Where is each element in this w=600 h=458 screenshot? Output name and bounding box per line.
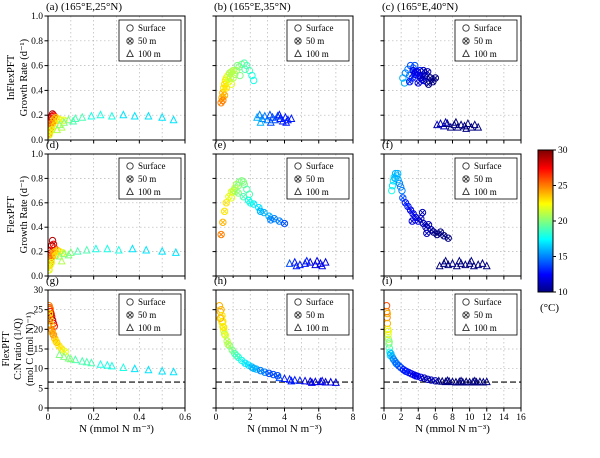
x-axis-label-h: N (mmol N m⁻³) [247,423,322,435]
panel-h-heading: (h) [214,275,227,287]
y-axis-label-row3: FlexPFT C:N ratio (1/Q) (mol C (mol N)⁻¹… [1,290,37,408]
y-axis-label-line: FlexPFT [6,196,18,234]
y-axis-label-line: Growth Rate (d⁻¹) [19,176,31,254]
colorbar-unit-label: (°C) [540,302,560,314]
y-axis-label-line: InFlexPFT [6,55,18,101]
x-axis-label-i: N (mmol N m⁻³) [415,423,490,435]
y-axis-label-line: FlexPFT [1,331,13,367]
panel-e-heading: (e) [214,139,227,151]
y-axis-label-line: (mol C (mol N)⁻¹) [25,311,37,387]
panel-f-heading: (f) [382,139,393,151]
panel-i-heading: (i) [382,275,393,287]
panel-d-heading: (d) [46,139,59,151]
panel-b-heading: (b) (165°E,35°N) [214,1,291,13]
panel-a-heading: (a) (165°E,25°N) [46,1,122,13]
panel-g-heading: (g) [46,275,59,287]
y-axis-label-row2: FlexPFT Growth Rate (d⁻¹) [2,154,36,276]
y-axis-label-row1: InFlexPFT Growth Rate (d⁻¹) [2,16,36,140]
panel-c-heading: (c) (165°E,40°N) [382,1,458,13]
x-axis-label-g: N (mmol N m⁻³) [79,423,154,435]
y-axis-label-line: Growth Rate (d⁻¹) [19,39,31,117]
y-axis-label-line: C:N ratio (1/Q) [13,318,25,380]
